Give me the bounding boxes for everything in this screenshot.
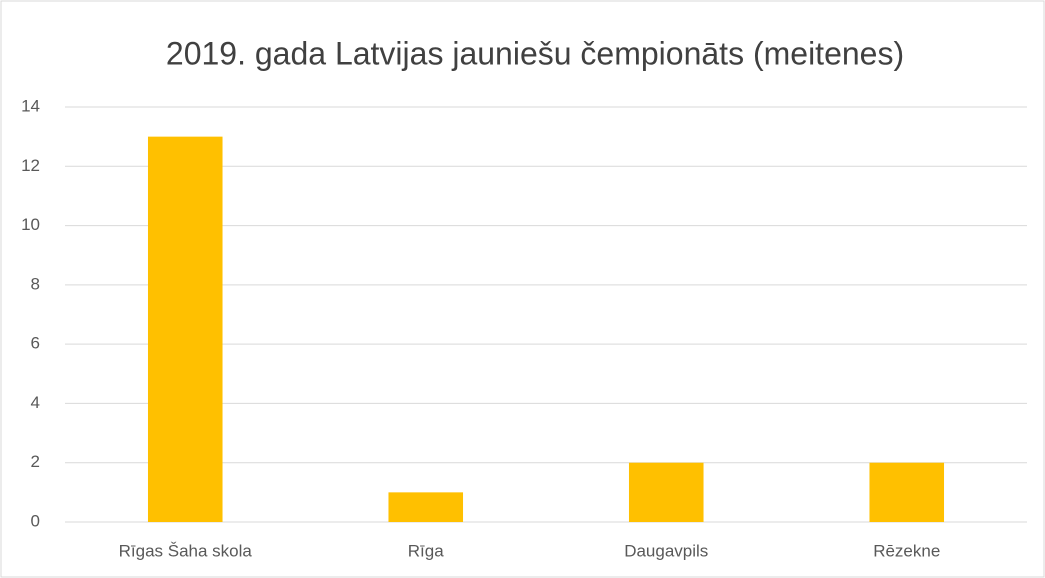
chart-title: 2019. gada Latvijas jauniešu čempionāts … bbox=[166, 35, 904, 71]
y-tick-label: 14 bbox=[21, 96, 40, 115]
bar bbox=[869, 462, 945, 522]
bar bbox=[388, 492, 464, 522]
x-tick-label: Rīgas Šaha skola bbox=[119, 541, 253, 560]
y-tick-label: 4 bbox=[31, 393, 40, 412]
bar bbox=[147, 136, 223, 522]
y-tick-label: 12 bbox=[21, 156, 40, 175]
y-tick-label: 0 bbox=[31, 511, 40, 530]
bar bbox=[628, 462, 704, 522]
y-tick-label: 8 bbox=[31, 274, 40, 293]
y-tick-label: 2 bbox=[31, 452, 40, 471]
x-tick-label: Daugavpils bbox=[624, 541, 708, 560]
x-tick-label: Rēzekne bbox=[873, 541, 940, 560]
y-tick-label: 6 bbox=[31, 334, 40, 353]
y-tick-label: 10 bbox=[21, 215, 40, 234]
x-tick-label: Rīga bbox=[408, 541, 444, 560]
